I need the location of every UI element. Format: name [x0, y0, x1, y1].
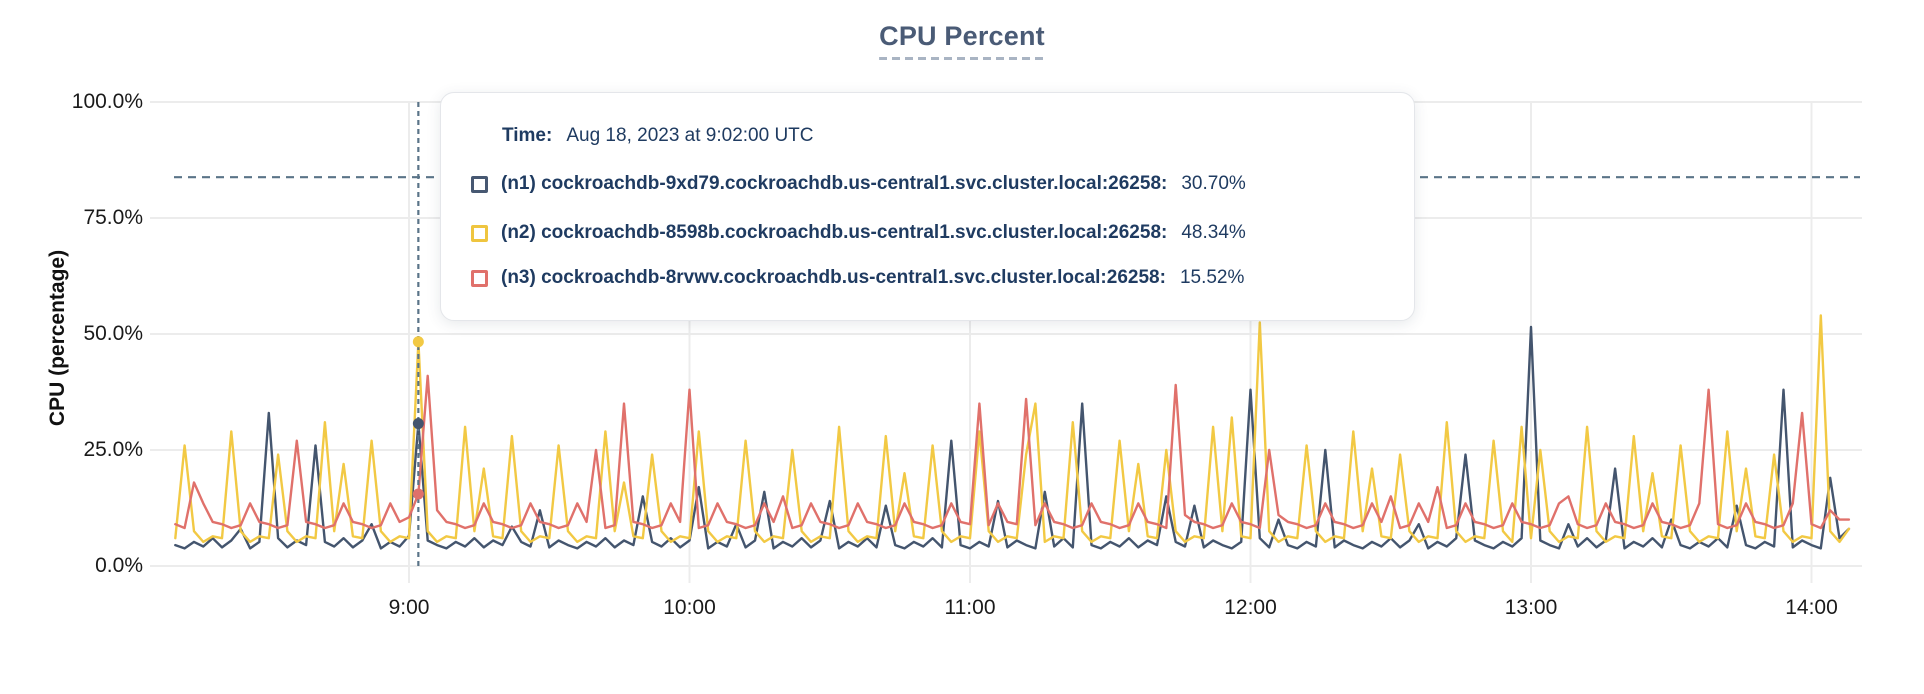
- y-tick-label: 50.0%: [83, 322, 143, 345]
- crosshair-dot-n2: [412, 336, 424, 348]
- tooltip-time-label: Time:: [502, 125, 553, 146]
- x-tick-label: 10:00: [663, 596, 716, 619]
- tooltip-series-label-n3: (n3) cockroachdb-8rvwv.cockroachdb.us-ce…: [501, 267, 1166, 288]
- series-n3-swatch-icon: [471, 269, 488, 287]
- tooltip-series-label-n2: (n2) cockroachdb-8598b.cockroachdb.us-ce…: [501, 222, 1168, 243]
- x-tick-label: 14:00: [1785, 596, 1838, 619]
- tooltip-time-value: Aug 18, 2023 at 9:02:00 UTC: [566, 125, 814, 146]
- y-tick-label: 100.0%: [71, 90, 143, 113]
- series-line-n1: [174, 325, 1851, 550]
- y-tick-label: 75.0%: [83, 206, 143, 229]
- tooltip-series-value-n1: 30.70%: [1181, 173, 1246, 194]
- crosshair-dot-n3: [412, 488, 424, 500]
- series-n2-swatch-icon: [471, 224, 488, 242]
- tooltip-series-value-n3: 15.52%: [1179, 267, 1245, 288]
- y-tick-label: 25.0%: [83, 438, 143, 461]
- series-line-n2: [174, 314, 1851, 544]
- chart-title: CPU Percent: [879, 21, 1045, 51]
- tooltip-time-row: Time: Aug 18, 2023 at 9:02:00 UTC: [502, 125, 814, 147]
- tooltip-series-label-n1: (n1) cockroachdb-9xd79.cockroachdb.us-ce…: [501, 173, 1168, 194]
- tooltip-series-row-n2: (n2) cockroachdb-8598b.cockroachdb.us-ce…: [471, 220, 1246, 246]
- series-line-n3: [174, 374, 1851, 530]
- tooltip-series-row-n3: (n3) cockroachdb-8rvwv.cockroachdb.us-ce…: [471, 265, 1244, 291]
- tooltip-series-row-n1: (n1) cockroachdb-9xd79.cockroachdb.us-ce…: [471, 171, 1246, 197]
- series-n1-swatch-icon: [471, 175, 488, 193]
- chart-title-block: CPU Percent: [879, 21, 1045, 60]
- title-dashed-underline: [879, 57, 1045, 60]
- x-tick-label: 11:00: [944, 596, 996, 619]
- y-tick-label: 0.0%: [95, 554, 143, 577]
- x-tick-label: 9:00: [388, 596, 430, 619]
- crosshair-dot-n1: [412, 418, 424, 430]
- x-tick-label: 12:00: [1224, 596, 1277, 619]
- x-tick-label: 13:00: [1504, 596, 1558, 619]
- tooltip-series-value-n2: 48.34%: [1181, 222, 1246, 243]
- chart-hover-tooltip: Time: Aug 18, 2023 at 9:02:00 UTC (n1) co…: [440, 92, 1415, 321]
